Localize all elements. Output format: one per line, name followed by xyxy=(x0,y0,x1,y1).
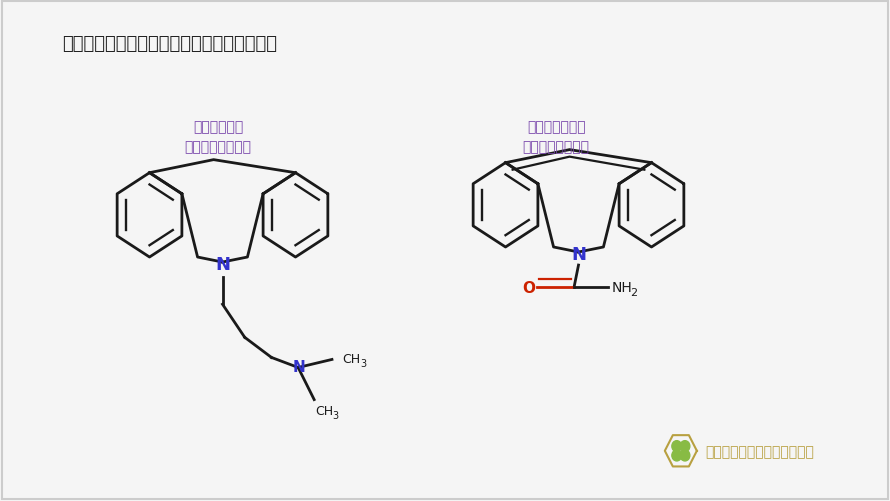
Text: イミプラミンとカルバマゼピンの化学構造式: イミプラミンとカルバマゼピンの化学構造式 xyxy=(62,35,278,53)
Text: カルバマゼビン
（テグレトール）: カルバマゼビン （テグレトール） xyxy=(522,120,590,154)
Text: NH: NH xyxy=(611,281,632,295)
Circle shape xyxy=(672,441,682,452)
Text: 2: 2 xyxy=(630,288,637,298)
Text: O: O xyxy=(522,280,535,295)
Circle shape xyxy=(680,441,690,452)
Circle shape xyxy=(672,450,682,461)
Text: N: N xyxy=(571,245,586,264)
Text: CH: CH xyxy=(315,404,333,417)
Text: 高津心音メンタルクリニック: 高津心音メンタルクリニック xyxy=(706,444,814,458)
Text: N: N xyxy=(293,359,305,374)
Text: 3: 3 xyxy=(333,410,338,420)
Text: N: N xyxy=(215,256,230,274)
Text: イミプラミン
（トフラニール）: イミプラミン （トフラニール） xyxy=(184,120,252,154)
Text: 3: 3 xyxy=(360,359,366,369)
Circle shape xyxy=(680,450,690,461)
Text: CH: CH xyxy=(343,352,360,365)
